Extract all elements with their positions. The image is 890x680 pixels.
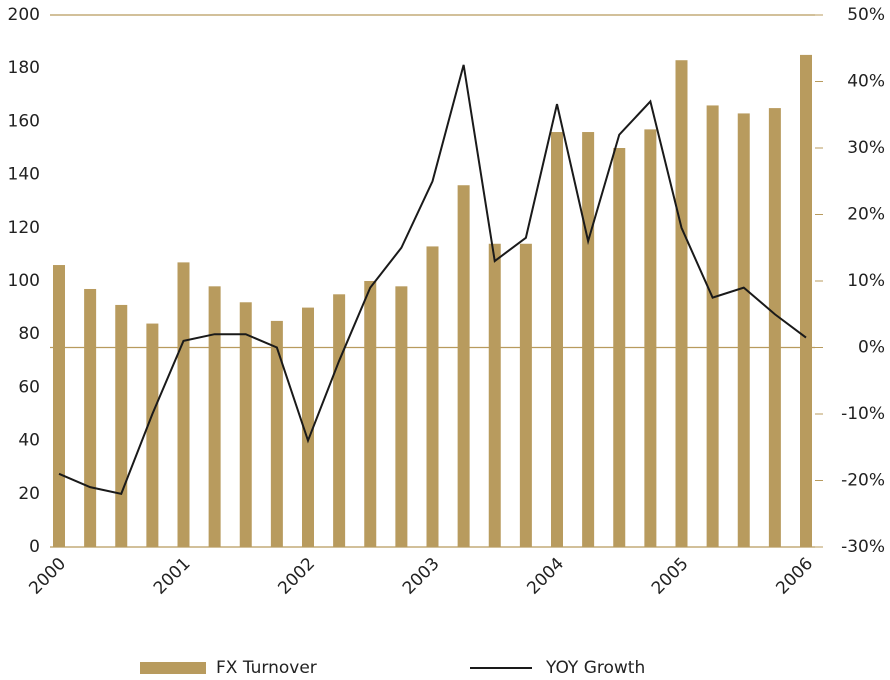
y-tick-label: 120 bbox=[8, 218, 40, 238]
legend-swatch bbox=[140, 662, 206, 674]
y-tick-label: 100 bbox=[8, 271, 40, 291]
bar bbox=[395, 286, 408, 547]
y-tick-label: 200 bbox=[8, 5, 40, 25]
legend-label: FX Turnover bbox=[216, 658, 317, 678]
y2-tick-label: 50% bbox=[847, 5, 885, 25]
bar bbox=[644, 129, 657, 547]
bar bbox=[675, 60, 688, 547]
bar bbox=[302, 307, 314, 547]
bar bbox=[426, 246, 439, 548]
bar bbox=[177, 262, 190, 547]
x-tick-label: 2004 bbox=[523, 554, 568, 599]
bar bbox=[115, 304, 128, 547]
y2-tick-label: -30% bbox=[841, 537, 885, 557]
bar bbox=[239, 302, 252, 547]
x-tick-label: 2005 bbox=[648, 554, 693, 599]
y2-tick-label: 30% bbox=[847, 138, 885, 158]
legend-label: YOY Growth bbox=[545, 658, 645, 678]
x-tick-label: 2002 bbox=[274, 554, 319, 599]
bar bbox=[519, 243, 532, 547]
bar bbox=[551, 132, 563, 548]
y2-tick-label: 10% bbox=[847, 271, 885, 291]
y2-tick-label: -10% bbox=[841, 404, 885, 424]
y-tick-label: 20 bbox=[18, 484, 40, 504]
line bbox=[58, 64, 807, 495]
bar bbox=[457, 185, 470, 548]
bar bbox=[208, 286, 221, 547]
y-tick-label: 60 bbox=[18, 377, 40, 397]
bar bbox=[737, 113, 750, 548]
bar bbox=[84, 288, 97, 547]
y2-tick-label: -20% bbox=[841, 471, 885, 491]
bar bbox=[270, 320, 283, 547]
bar bbox=[146, 323, 159, 547]
bar bbox=[706, 105, 719, 547]
bar bbox=[333, 294, 346, 547]
x-tick-label: 2001 bbox=[150, 554, 195, 599]
y2-tick-label: 40% bbox=[847, 72, 885, 92]
x-tick-label: 2003 bbox=[399, 554, 444, 599]
y-tick-label: 40 bbox=[18, 431, 40, 451]
bar bbox=[582, 132, 595, 548]
y-tick-label: 180 bbox=[8, 58, 40, 78]
bar bbox=[53, 265, 65, 547]
bar bbox=[768, 108, 781, 547]
x-tick-label: 2000 bbox=[25, 554, 70, 599]
bar bbox=[488, 243, 501, 547]
y-tick-label: 160 bbox=[8, 111, 40, 131]
y-tick-label: 140 bbox=[8, 165, 40, 185]
bar bbox=[800, 54, 812, 548]
bar bbox=[364, 281, 377, 547]
y2-tick-label: 20% bbox=[847, 205, 885, 225]
x-tick-label: 2006 bbox=[772, 554, 817, 599]
y-tick-label: 80 bbox=[18, 324, 40, 344]
y2-tick-label: 0% bbox=[858, 338, 885, 358]
y-tick-label: 0 bbox=[29, 537, 40, 557]
bar bbox=[613, 148, 626, 547]
